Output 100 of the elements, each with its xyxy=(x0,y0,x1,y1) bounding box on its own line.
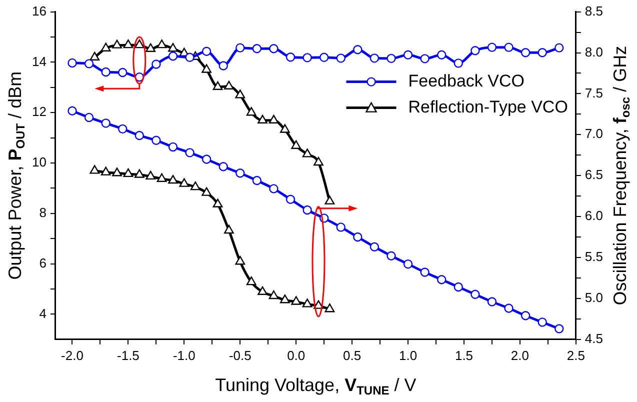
point xyxy=(90,52,100,61)
point xyxy=(212,198,223,208)
x-tick-label: -1.0 xyxy=(172,348,196,363)
y2-tick-label: 6.5 xyxy=(584,167,604,182)
x-tick-label: 2.0 xyxy=(510,348,530,363)
point xyxy=(302,53,312,62)
legend-label: Reflection-Type VCO xyxy=(408,97,568,116)
point xyxy=(403,50,413,60)
point xyxy=(112,40,122,48)
point xyxy=(538,318,547,327)
point xyxy=(520,48,530,58)
point xyxy=(437,275,446,284)
point xyxy=(286,52,296,62)
point xyxy=(268,290,279,300)
point xyxy=(302,298,312,308)
point xyxy=(280,294,290,304)
point xyxy=(286,194,296,204)
point xyxy=(235,256,246,265)
point xyxy=(370,54,380,63)
point xyxy=(202,64,212,73)
point xyxy=(156,173,167,182)
point xyxy=(420,268,430,277)
point xyxy=(218,162,228,172)
point xyxy=(118,68,128,78)
y2-tick-label: 6.0 xyxy=(584,208,604,224)
point xyxy=(246,107,256,116)
point xyxy=(190,181,200,190)
point xyxy=(202,154,212,164)
x-tick-label: 0.5 xyxy=(343,348,362,363)
point xyxy=(437,50,446,60)
point xyxy=(185,148,194,158)
point xyxy=(319,52,329,62)
point xyxy=(100,42,111,52)
point xyxy=(252,44,262,54)
point xyxy=(520,311,530,320)
point xyxy=(235,90,246,98)
point xyxy=(112,168,122,176)
point xyxy=(504,42,514,52)
point xyxy=(134,169,144,178)
point xyxy=(252,176,262,186)
point xyxy=(487,42,497,52)
x-tick-label: 0.0 xyxy=(287,348,306,363)
point xyxy=(324,196,335,204)
point xyxy=(202,187,212,196)
point xyxy=(224,224,234,234)
y-tick-label: 10 xyxy=(32,154,46,170)
point xyxy=(224,80,234,90)
point xyxy=(146,43,156,52)
point xyxy=(302,148,312,158)
point xyxy=(185,52,194,62)
point xyxy=(269,44,278,54)
point xyxy=(336,222,346,232)
point xyxy=(179,178,190,187)
point xyxy=(134,130,144,140)
point xyxy=(258,114,268,124)
point xyxy=(202,46,212,56)
point xyxy=(118,124,128,134)
point xyxy=(90,165,100,174)
point xyxy=(336,54,346,63)
point xyxy=(168,42,178,52)
y-tick-label: 6 xyxy=(39,255,46,270)
point xyxy=(554,324,564,334)
point xyxy=(487,297,497,306)
point xyxy=(353,232,362,242)
x-tick-label: -1.5 xyxy=(117,348,140,363)
point xyxy=(420,54,430,64)
point xyxy=(538,48,547,58)
point xyxy=(403,259,413,269)
point xyxy=(280,124,290,133)
point xyxy=(324,303,335,312)
y2-tick-label: 8.5 xyxy=(584,3,604,18)
point xyxy=(146,170,156,180)
point xyxy=(84,112,94,122)
point xyxy=(353,45,362,54)
point xyxy=(302,205,312,215)
x-tick-label: 1.5 xyxy=(454,348,474,363)
point xyxy=(68,106,77,116)
point xyxy=(101,118,110,128)
y-tick-label: 4 xyxy=(39,306,46,321)
point xyxy=(291,140,302,149)
y-tick-label: 12 xyxy=(32,104,46,120)
point xyxy=(236,43,245,52)
y-tick-label: 16 xyxy=(32,3,46,18)
point xyxy=(84,59,94,68)
point xyxy=(168,174,178,184)
point xyxy=(504,304,514,313)
point xyxy=(268,114,279,124)
point xyxy=(258,286,268,295)
y2-axis-title: Oscillation Frequency, fosc / GHz xyxy=(610,46,633,306)
x-tick-label: -2.0 xyxy=(61,348,84,363)
point xyxy=(123,168,134,178)
point xyxy=(134,39,144,48)
y-axis-title: Output Power, POUT / dBm xyxy=(4,71,28,280)
point xyxy=(554,43,564,52)
point xyxy=(386,251,396,260)
x-tick-label: 2.5 xyxy=(566,348,585,363)
point xyxy=(156,39,167,48)
x-tick-label: 1.0 xyxy=(398,348,418,363)
x-tick-label: -0.5 xyxy=(228,348,252,363)
point xyxy=(123,39,134,48)
